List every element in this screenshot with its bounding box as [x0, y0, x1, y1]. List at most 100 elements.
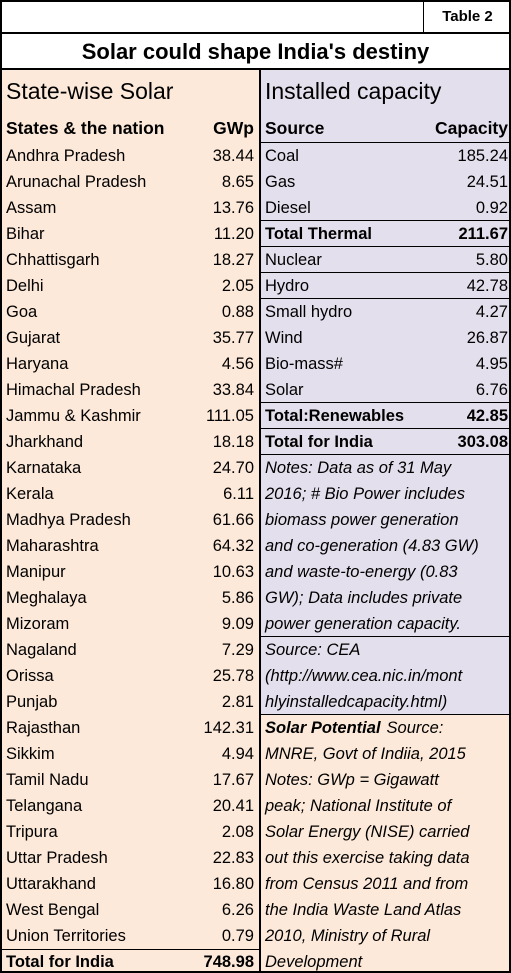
note-line: power generation capacity.	[265, 615, 461, 633]
source-value: 26.87	[466, 329, 508, 347]
state-value: 25.78	[212, 667, 254, 685]
state-name: Tripura	[6, 823, 58, 841]
source-value: 5.80	[475, 251, 508, 269]
state-name: Bihar	[6, 225, 45, 243]
source-name: Hydro	[265, 277, 310, 295]
source-name: Coal	[265, 147, 299, 165]
source-name: Total for India	[265, 433, 373, 451]
state-value: 16.80	[212, 875, 254, 893]
heading: Installed capacity	[265, 78, 442, 104]
state-name: Arunachal Pradesh	[6, 173, 147, 191]
state-name: Gujarat	[6, 329, 61, 347]
state-value: 24.70	[212, 459, 254, 477]
rule	[261, 454, 509, 455]
solar-label: Solar Potential	[265, 719, 381, 737]
note-line: GW); Data includes private	[265, 589, 463, 607]
note-line: biomass power generation	[265, 511, 459, 529]
note-line: and co-generation (4.83 GW)	[265, 537, 479, 555]
source-name: Diesel	[265, 199, 311, 217]
source-name: Total:Renewables	[265, 407, 405, 425]
state-value: 11.20	[213, 225, 254, 243]
state-value: 4.94	[221, 745, 254, 763]
source-value: 303.08	[457, 433, 508, 451]
source-value: 211.67	[458, 225, 508, 243]
state-name: Himachal Pradesh	[6, 381, 141, 399]
state-name: Mizoram	[6, 615, 70, 633]
state-name: Punjab	[6, 693, 58, 711]
note-line: and waste-to-energy (0.83	[265, 563, 458, 581]
state-name: Rajasthan	[6, 719, 81, 737]
state-name: Haryana	[6, 355, 69, 373]
solar-line: Notes: GWp = Gigawatt	[265, 771, 439, 789]
state-value: 13.76	[212, 199, 254, 217]
state-value: 5.86	[221, 589, 254, 607]
note-line: 2016; # Bio Power includes	[265, 485, 465, 503]
state-name: Delhi	[6, 277, 44, 295]
state-value: 18.27	[212, 251, 254, 269]
rule	[261, 246, 509, 247]
state-value: 22.83	[212, 849, 254, 867]
state-name: Orissa	[6, 667, 54, 685]
total-value: 748.98	[203, 953, 254, 971]
state-value: 33.84	[212, 381, 254, 399]
state-value: 2.05	[221, 277, 254, 295]
total-line	[2, 949, 259, 950]
source-name: Bio-mass#	[265, 355, 343, 373]
rule	[261, 298, 509, 299]
source-value: 4.27	[475, 303, 508, 321]
rule	[261, 428, 509, 429]
state-name: Goa	[6, 303, 38, 321]
state-value: 2.81	[221, 693, 254, 711]
state-name: Kerala	[6, 485, 54, 503]
state-name: Andhra Pradesh	[6, 147, 126, 165]
column-header: Source	[265, 118, 325, 138]
source-name: Solar	[265, 381, 304, 399]
state-value: 7.29	[221, 641, 254, 659]
state-name: Manipur	[6, 563, 66, 581]
rule	[261, 714, 509, 715]
total-name: Total for India	[6, 953, 114, 971]
title: Solar could shape India's destiny	[2, 32, 509, 70]
source-value: 4.95	[475, 355, 508, 373]
state-name: Uttar Pradesh	[6, 849, 108, 867]
state-value: 0.88	[221, 303, 254, 321]
state-value: 0.79	[221, 927, 254, 945]
rule	[261, 272, 509, 273]
rule	[261, 636, 509, 637]
solar-line: 2010, Ministry of Rural	[265, 927, 431, 945]
state-value: 111.05	[205, 407, 254, 425]
state-name: West Bengal	[6, 901, 100, 919]
state-name: Madhya Pradesh	[6, 511, 131, 529]
column-header: GWp	[213, 118, 254, 138]
state-name: Nagaland	[6, 641, 77, 659]
column-header: Capacity	[435, 118, 508, 138]
source-name: Wind	[265, 329, 303, 347]
solar-line: Development	[265, 953, 363, 971]
state-name: Sikkim	[6, 745, 55, 763]
state-name: Jharkhand	[6, 433, 84, 451]
table-number: Table 2	[423, 2, 509, 32]
rule	[261, 220, 509, 221]
source-value: 24.51	[466, 173, 508, 191]
solar-line: from Census 2011 and from	[265, 875, 469, 893]
state-name: Jammu & Kashmir	[6, 407, 141, 425]
heading: State-wise Solar	[6, 78, 174, 104]
state-value: 10.63	[212, 563, 254, 581]
source-line: (http://www.cea.nic.in/mont	[265, 667, 463, 685]
solar-first-line: Solar Potential Source:	[265, 715, 443, 741]
state-value: 8.65	[221, 173, 254, 191]
source-name: Total Thermal	[265, 225, 372, 243]
state-name: Tamil Nadu	[6, 771, 89, 789]
state-value: 17.67	[212, 771, 254, 789]
source-name: Gas	[265, 173, 296, 191]
solar-line: Solar Energy (NISE) carried	[265, 823, 470, 841]
source-value: 6.76	[475, 381, 508, 399]
source-name: Nuclear	[265, 251, 322, 269]
source-value: 42.85	[466, 407, 508, 425]
state-value: 9.09	[221, 615, 254, 633]
state-name: Meghalaya	[6, 589, 87, 607]
state-value: 6.11	[223, 485, 254, 503]
state-name: Chhattisgarh	[6, 251, 100, 269]
rule	[261, 142, 509, 143]
